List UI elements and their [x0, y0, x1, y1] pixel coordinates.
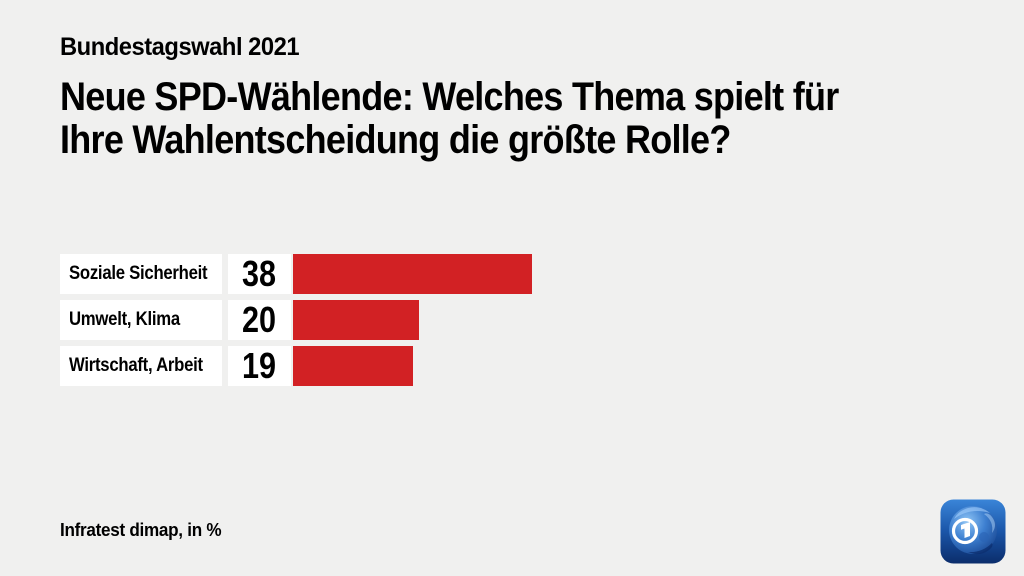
bar-segment — [293, 254, 533, 294]
chart-row: Soziale Sicherheit 38 — [60, 253, 533, 294]
category-label: Soziale Sicherheit — [60, 254, 222, 294]
bar-segment — [293, 300, 419, 340]
page-title: Neue SPD-Wählende: Welches Thema spielt … — [60, 76, 839, 162]
chart-row: Umwelt, Klima 20 — [60, 299, 532, 340]
bar-segment — [293, 346, 413, 386]
bar-chart: Soziale Sicherheit 38 Umwelt, Klima 20 Wirts… — [60, 253, 533, 392]
title-line-2: Ihre Wahlentscheidung die größte Rolle? — [60, 118, 731, 162]
value-label: 19 — [228, 345, 291, 386]
category-label: Wirtschaft, Arbeit — [60, 346, 222, 386]
category-label: Umwelt, Klima — [60, 300, 222, 340]
chart-row: Wirtschaft, Arbeit 19 — [60, 345, 532, 386]
tagesschau-globe-logo-icon — [940, 499, 1006, 564]
value-label: 20 — [228, 299, 291, 340]
source-attribution: Infratest dimap, in % — [60, 520, 222, 540]
kicker-subtitle: Bundestagswahl 2021 — [60, 33, 300, 61]
title-line-1: Neue SPD-Wählende: Welches Thema spielt … — [60, 75, 839, 119]
value-label: 38 — [228, 253, 291, 294]
